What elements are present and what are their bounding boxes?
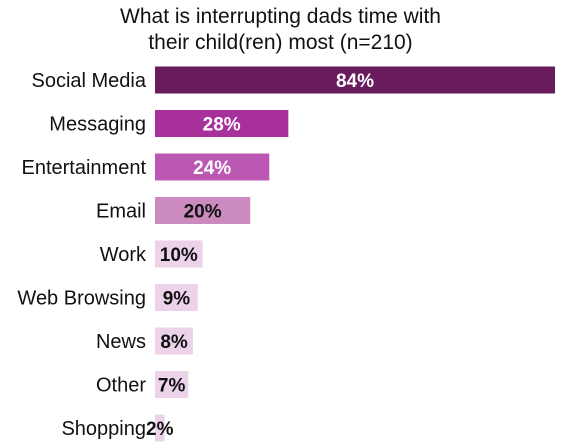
bar-social-media — [155, 66, 555, 94]
value-label-social-media: 84% — [336, 71, 374, 92]
category-label-news: News — [96, 331, 146, 353]
bar-news — [155, 327, 194, 355]
value-label-work: 10% — [160, 245, 198, 266]
value-label-other: 7% — [158, 376, 186, 397]
value-label-entertainment: 24% — [193, 158, 231, 179]
category-label-entertainment: Entertainment — [21, 157, 146, 179]
bar-messaging — [155, 110, 289, 137]
category-label-other: Other — [96, 375, 146, 397]
category-label-shopping: Shopping — [61, 418, 146, 440]
bar-entertainment — [155, 153, 270, 181]
value-label-email: 20% — [184, 202, 222, 223]
value-label-messaging: 28% — [203, 115, 241, 136]
bar-other — [155, 371, 189, 398]
value-label-shopping: 2% — [146, 419, 174, 440]
bar-shopping — [155, 414, 165, 442]
bars-group — [155, 66, 555, 442]
category-label-work: Work — [100, 244, 147, 266]
bar-work — [155, 240, 203, 268]
value-label-news: 8% — [160, 332, 188, 353]
category-label-social-media: Social Media — [31, 70, 146, 92]
value-label-web-browsing: 9% — [163, 289, 191, 310]
value-labels-group: 84% 28% 24% 20% 10% 9% 8% 7% 2% — [146, 71, 374, 440]
category-label-email: Email — [96, 201, 146, 223]
bar-web-browsing — [155, 284, 198, 311]
category-label-messaging: Messaging — [49, 114, 146, 136]
chart-title: What is interrupting dads time with thei… — [120, 5, 441, 54]
bar-email — [155, 197, 251, 224]
category-labels-group: Social Media Messaging Entertainment Email W… — [17, 70, 147, 440]
category-label-web-browsing: Web Browsing — [17, 288, 146, 310]
